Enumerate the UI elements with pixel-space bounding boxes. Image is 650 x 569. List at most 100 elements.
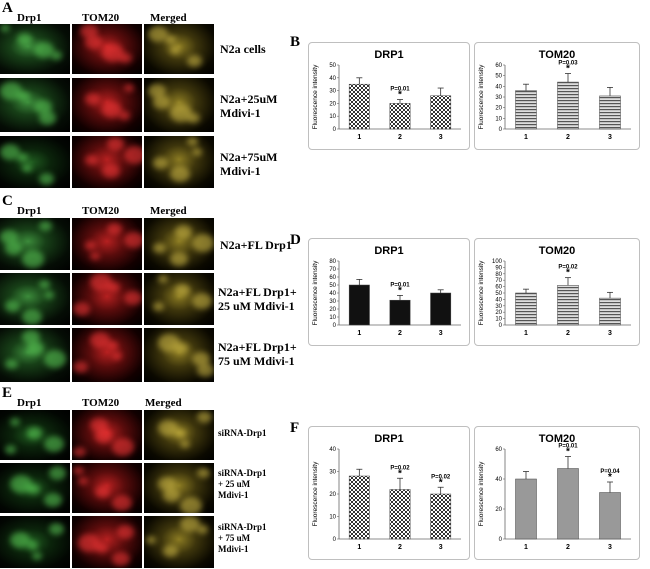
significance-star: * [398,90,402,101]
cell-blob [158,420,178,436]
bar [599,95,621,130]
y-tick-label: 10 [329,114,336,120]
cell-blob [85,241,96,250]
cell-blob [192,148,202,156]
cell-blob [163,545,178,557]
cell-blob [180,516,200,532]
x-tick-label: 3 [608,544,612,551]
y-tick-label: 20 [329,101,336,107]
y-tick-label: 50 [495,74,502,80]
column-header-merged: Merged [150,12,187,24]
column-header-tom20: TOM20 [82,205,120,217]
micrograph-drp1 [0,218,70,270]
cell-blob [22,330,40,345]
y-tick-label: 70 [495,278,502,284]
cell-blob [180,497,202,513]
condition-label: siRNA-Drp1 [218,428,267,438]
significance-star: * [566,268,570,279]
micrograph-tom20 [72,463,142,513]
cell-blob [17,153,28,162]
cell-blob [39,173,54,185]
cell-blob [158,275,168,283]
bar [430,493,452,540]
cell-blob [148,26,168,42]
micrograph-drp1 [0,516,70,568]
bar [389,489,411,540]
cell-blob [22,250,44,268]
column-header-tom20: TOM20 [82,397,120,409]
panel-letter-a: A [2,0,13,16]
bar [557,468,579,540]
y-axis-label: Fluorescence intensity [478,461,485,526]
micrograph-merged [144,463,214,513]
cell-blob [27,341,44,355]
panel-letter-e: E [2,385,13,401]
micrograph-tom20 [72,273,142,325]
cell-blob [163,488,180,502]
condition-label: siRNA-Drp1 + 25 uM Mdivi-1 [218,468,267,500]
micrograph-drp1 [0,273,70,325]
cell-blob [165,35,176,44]
column-header-drp1: Drp1 [17,205,42,217]
bar [557,285,579,326]
p-value-label: P=0.01 [390,87,410,93]
significance-star: * [398,285,402,296]
y-tick-label: 80 [495,272,502,278]
cell-blob [117,525,134,539]
column-header-merged: Merged [145,397,182,409]
y-axis-label: Fluorescence intensity [312,260,319,325]
cell-blob [27,541,38,550]
micrograph-merged [144,273,214,325]
p-value-label: P=0.02 [558,265,578,271]
chart-f-drp1: DRP1 Fluorescence intensity 0 10 20 30 40 1 2 * P=… [308,426,470,560]
cell-blob [17,91,30,102]
y-tick-label: 40 [329,291,336,297]
cell-blob [197,468,210,479]
y-tick-label: 0 [499,537,503,543]
micrograph-merged [144,24,214,74]
y-tick-label: 10 [495,317,502,323]
chart-d-drp1: DRP1 Fluorescence intensity 0 10 20 30 40 50 60 7… [308,238,470,346]
x-tick-label: 1 [524,330,528,337]
cell-blob [49,523,64,535]
y-tick-label: 0 [499,127,503,133]
bar [348,284,370,326]
cell-blob [10,475,32,493]
micrograph-tom20 [72,24,142,74]
cell-blob [197,525,208,534]
cell-blob [107,137,124,151]
cell-blob [10,532,30,548]
cell-blob [39,280,50,289]
significance-star: * [439,477,443,488]
chart-f-tom20: TOM20 Fluorescence intensity 0 20 40 60 1 2 * P=0… [474,426,640,560]
micrograph-tom20 [72,218,142,270]
y-tick-label: 20 [495,310,502,316]
column-header-merged: Merged [150,205,187,217]
cell-blob [95,429,112,443]
y-tick-label: 0 [333,537,337,543]
y-axis-label: Fluorescence intensity [312,461,319,526]
chart-b-drp1: DRP1 Fluorescence intensity 0 10 20 30 40 50 1 2 *… [308,42,470,150]
cell-blob [170,166,190,182]
condition-label: N2a+FL Drp1+ 75 uM Mdivi-1 [218,340,297,368]
x-tick-label: 2 [566,330,570,337]
cell-blob [119,53,132,64]
chart-b-tom20: TOM20 Fluorescence intensity 0 10 20 30 40 50 60… [474,42,640,150]
cell-blob [175,225,192,239]
p-value-label: P=0.01 [390,282,410,288]
cell-blob [27,484,40,495]
micrograph-drp1 [0,410,70,460]
x-tick-label: 1 [357,544,361,551]
cell-blob [49,466,66,480]
micrograph-merged [144,78,214,132]
cell-blob [102,44,124,62]
x-tick-label: 1 [524,134,528,141]
x-tick-label: 2 [566,544,570,551]
cell-blob [85,155,98,166]
cell-blob [112,495,132,511]
y-tick-label: 80 [329,259,336,265]
y-tick-label: 0 [333,127,337,133]
cell-blob [5,359,18,370]
y-tick-label: 30 [329,299,336,305]
micrograph-tom20 [72,516,142,568]
